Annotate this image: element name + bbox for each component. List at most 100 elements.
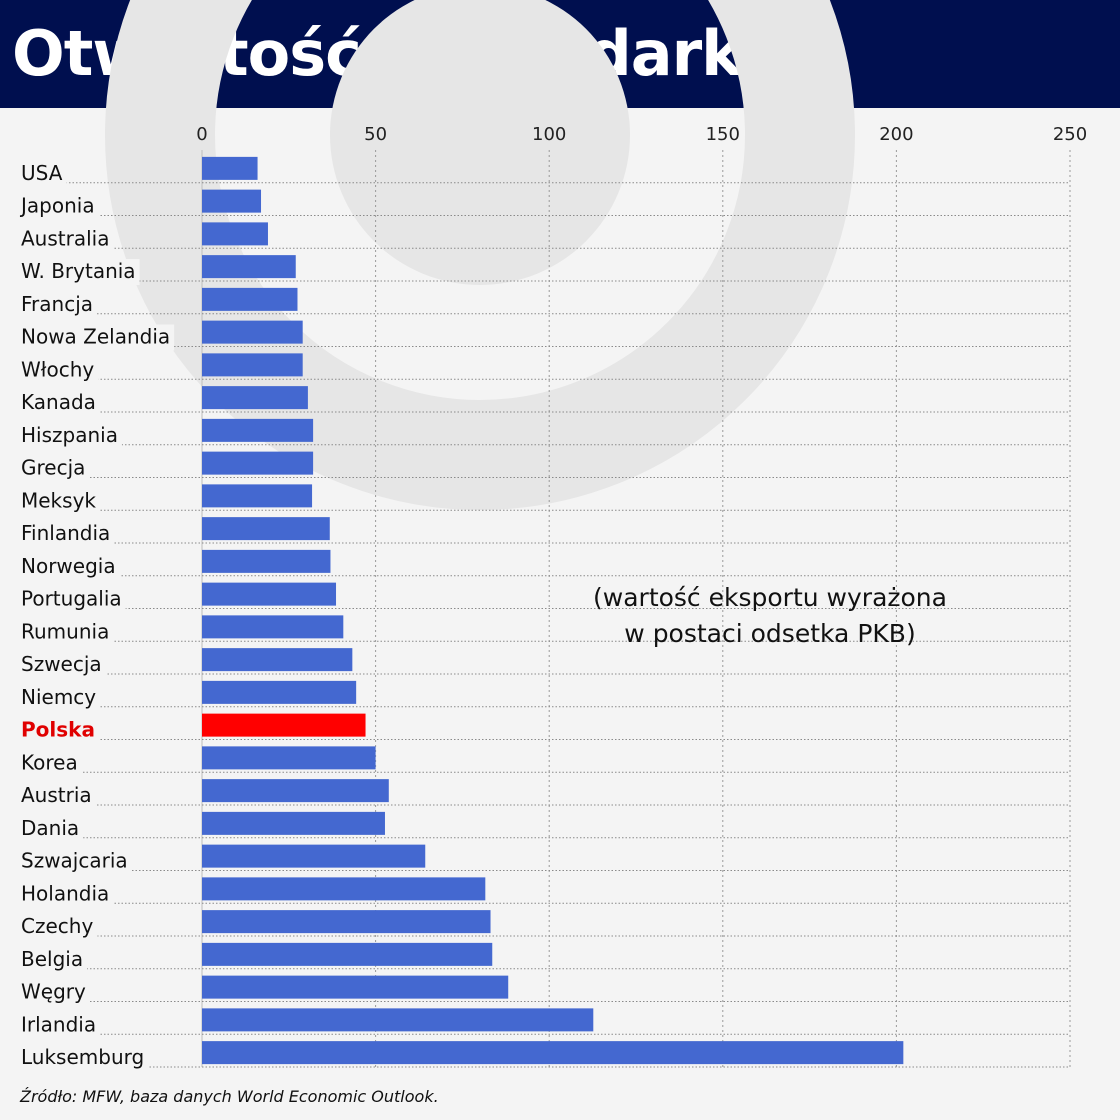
bar [202, 1008, 594, 1032]
bar [202, 451, 314, 475]
category-label: Włochy [21, 357, 94, 381]
label-backdrop [19, 422, 122, 449]
label-backdrop [19, 324, 175, 351]
label-backdrop [19, 652, 106, 678]
x-tick-label: 150 [706, 124, 740, 145]
category-label: Korea [21, 750, 78, 774]
bar [202, 255, 296, 279]
label-backdrop [19, 815, 84, 842]
category-label: W. Brytania [21, 259, 136, 283]
bar [202, 1041, 904, 1065]
label-backdrop [19, 979, 90, 1006]
category-label: Francja [21, 292, 93, 316]
bar [202, 189, 262, 213]
bar [202, 746, 376, 770]
label-backdrop [19, 291, 98, 318]
category-label: Rumunia [21, 619, 109, 643]
bar [202, 517, 330, 541]
label-backdrop [19, 750, 82, 777]
bar [202, 287, 298, 311]
label-backdrop [19, 619, 114, 646]
label-backdrop [19, 259, 140, 285]
bar [202, 877, 486, 901]
source-note: Źródło: MFW, baza danych World Economic … [20, 1087, 439, 1106]
bar [202, 648, 353, 672]
bar [202, 975, 509, 999]
label-backdrop [19, 586, 126, 613]
label-backdrop [19, 684, 101, 711]
bar [202, 320, 303, 344]
category-label: Węgry [21, 980, 86, 1004]
x-tick-label: 100 [532, 124, 566, 145]
label-leader-lines [20, 182, 1070, 1068]
category-label: Finlandia [21, 521, 110, 545]
category-label: Luksemburg [21, 1045, 144, 1069]
x-tick-label: 250 [1053, 124, 1087, 145]
bar-highlighted [202, 713, 366, 737]
category-label: Grecja [21, 456, 85, 480]
category-label: Dania [21, 816, 79, 840]
label-backdrop [19, 226, 114, 253]
bar [202, 156, 258, 180]
label-backdrop [19, 357, 99, 384]
bar [202, 582, 337, 606]
watermark-logo [105, 0, 855, 510]
label-backdrop [19, 946, 88, 973]
label-backdrop [19, 521, 115, 547]
bar [202, 680, 357, 704]
bar [202, 811, 385, 835]
label-backdrop [19, 455, 90, 482]
bar [202, 353, 303, 377]
category-label: Nowa Zelandia [21, 325, 170, 349]
label-backdrop [19, 160, 67, 187]
chart-note-line-2: w postaci odsetka PKB) [624, 619, 916, 648]
x-tick-label: 200 [879, 124, 913, 145]
category-labels: USA Japonia Australia W. Brytania Francja Now… [17, 160, 175, 1071]
category-label: Szwecja [21, 652, 102, 676]
bar [202, 418, 314, 442]
bar [202, 484, 313, 508]
bar [202, 779, 389, 803]
label-backdrop [19, 881, 114, 908]
bar [202, 942, 493, 966]
x-tick-label: 0 [196, 124, 207, 145]
label-backdrop [19, 783, 96, 809]
x-tick-label: 50 [364, 124, 387, 145]
label-backdrop [17, 193, 99, 220]
label-backdrop [19, 914, 98, 940]
label-backdrop [19, 488, 101, 515]
bar [202, 910, 491, 934]
x-axis-ticks: 0 50 100 150 200 250 [196, 124, 1087, 145]
category-label: Japonia [19, 194, 95, 218]
category-label: Australia [21, 226, 109, 250]
label-backdrop [19, 553, 120, 580]
watermark-core [330, 0, 630, 285]
watermark-ring [105, 0, 855, 510]
label-backdrop [19, 717, 99, 744]
category-label: Szwajcaria [21, 849, 128, 873]
bar [202, 549, 331, 573]
bar [202, 222, 268, 246]
category-label: USA [21, 161, 63, 185]
category-label: Portugalia [21, 587, 122, 611]
category-label: Norwegia [21, 554, 116, 578]
category-label: Belgia [21, 947, 83, 971]
category-label: Polska [21, 718, 95, 742]
category-label: Hiszpania [21, 423, 118, 447]
category-label: Kanada [21, 390, 96, 414]
category-label: Holandia [21, 881, 109, 905]
label-backdrop [19, 1012, 101, 1039]
chart-note-line-1: (wartość eksportu wyrażona [593, 583, 947, 612]
category-label: Meksyk [21, 488, 96, 512]
bars [202, 156, 904, 1065]
category-label: Irlandia [21, 1012, 96, 1036]
label-backdrop [19, 1045, 149, 1071]
label-backdrop [19, 390, 100, 416]
category-label: Niemcy [21, 685, 96, 709]
label-backdrop [19, 848, 132, 875]
category-label: Austria [21, 783, 92, 807]
bar [202, 844, 426, 868]
category-label: Czechy [21, 914, 93, 938]
bar [202, 386, 308, 410]
